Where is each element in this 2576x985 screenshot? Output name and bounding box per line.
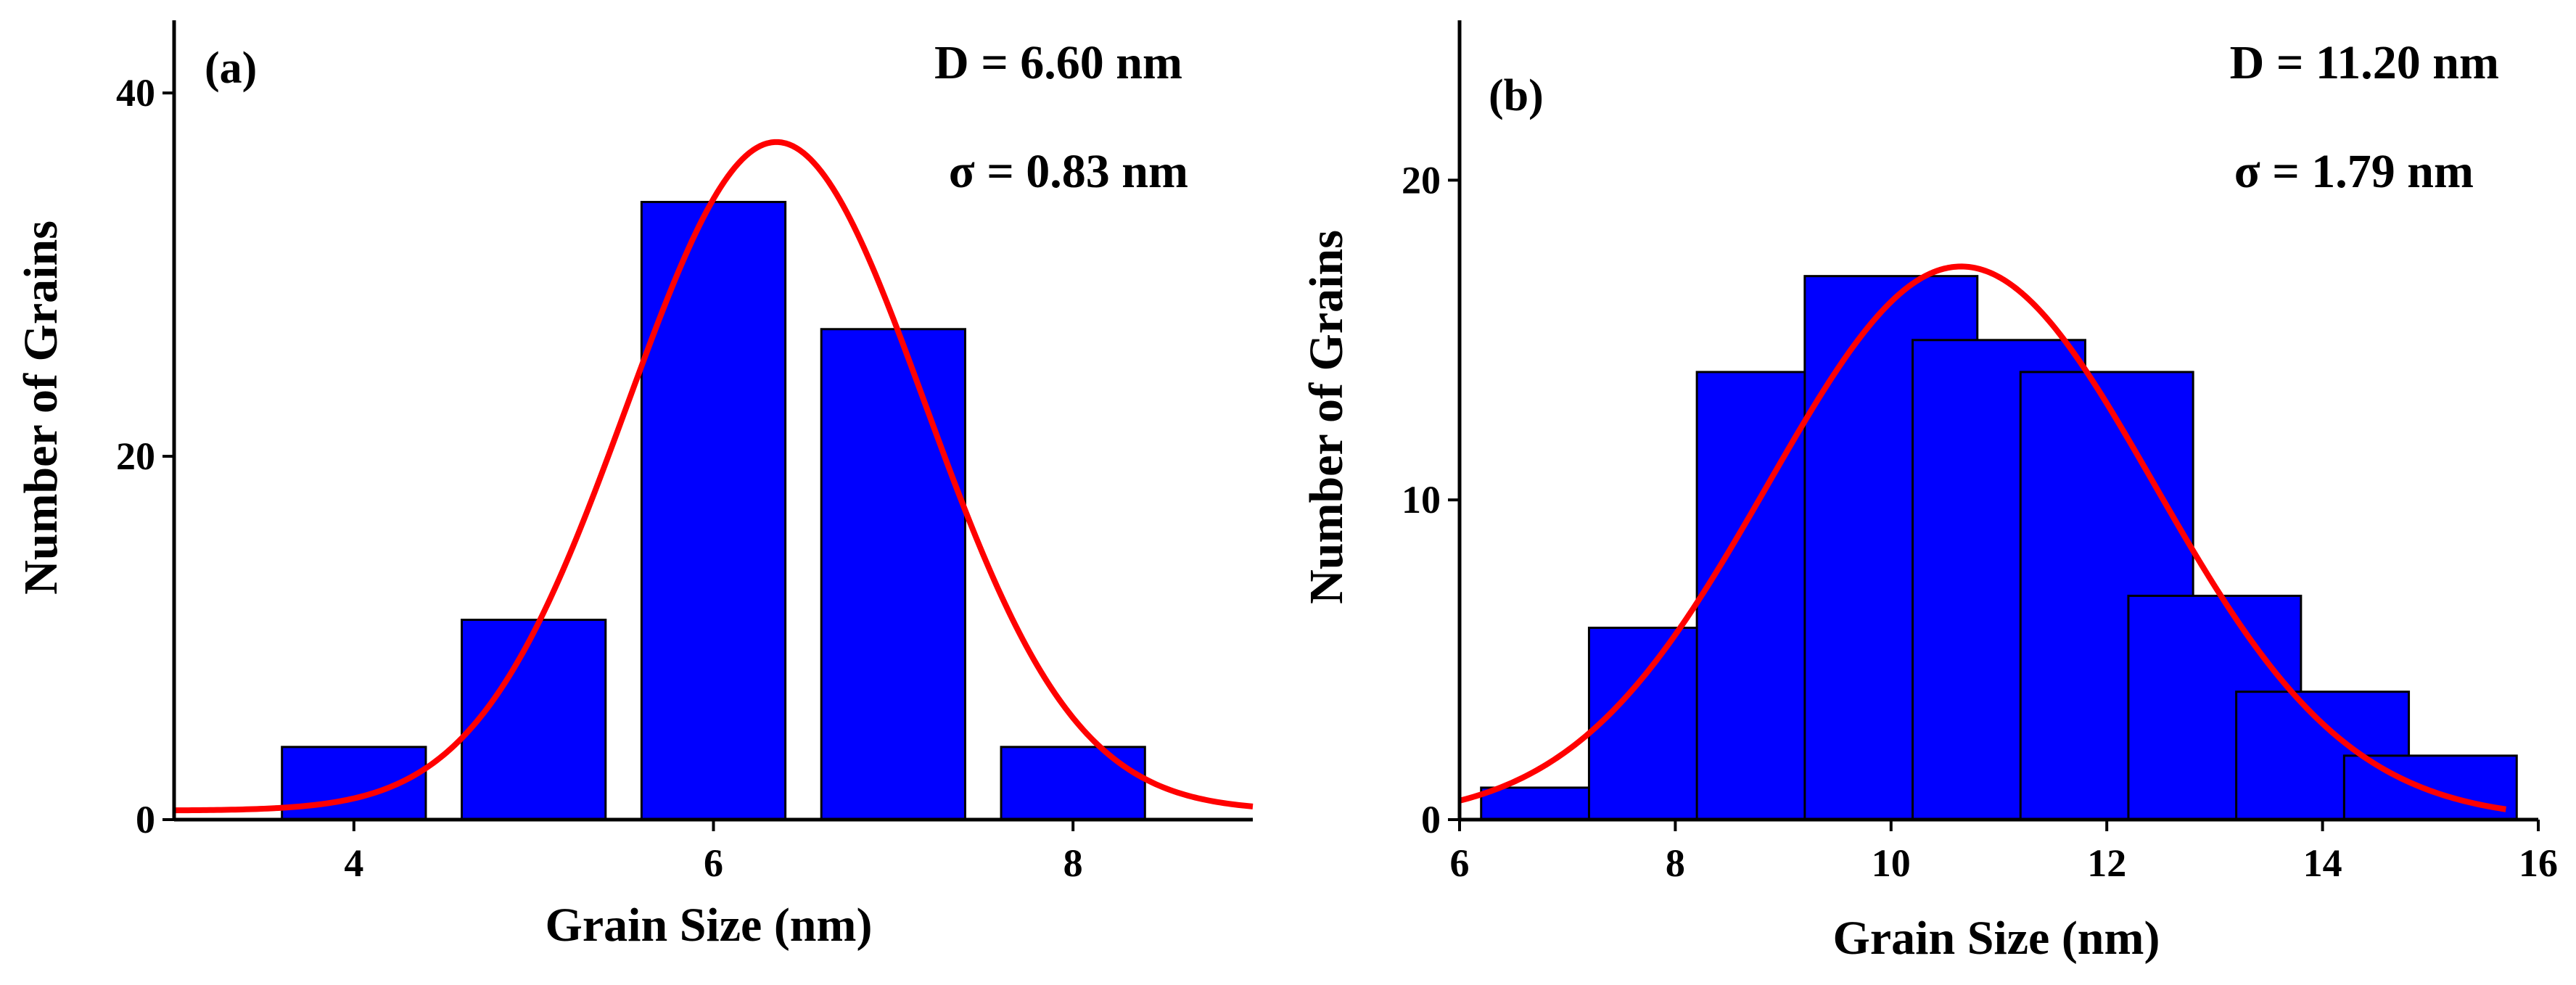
panel-b-bars xyxy=(1480,275,2518,821)
panel-a-y-tick-label-0: 0 xyxy=(136,798,155,841)
panel-a-sigma-annotation: σ = 0.83 nm xyxy=(949,145,1188,198)
panel-b-y-tick-label-0: 0 xyxy=(1421,798,1441,841)
panel-b-bar-15 xyxy=(2342,754,2518,821)
panel-b-ylabel: Number of Grains xyxy=(1300,230,1353,604)
panel-a-x-tick-label-6: 6 xyxy=(704,841,723,885)
panel-a-y-tick-label-20: 20 xyxy=(116,434,155,478)
panel-a-bars xyxy=(281,200,1146,821)
panel-a-bar-7 xyxy=(820,328,966,821)
panel-b-mean-annotation: D = 11.20 nm xyxy=(2230,36,2499,89)
panel-b-x-tick-label-16: 16 xyxy=(2519,841,2558,885)
panel-a-bar-5 xyxy=(461,619,607,821)
panel-b-sigma-annotation: σ = 1.79 nm xyxy=(2234,145,2474,198)
panel-b-xlabel: Grain Size (nm) xyxy=(1833,912,2160,965)
panel-b-y-tick-label-20: 20 xyxy=(1402,158,1441,202)
panel-a-ylabel: Number of Grains xyxy=(15,221,67,595)
panel-a-bar-6 xyxy=(640,200,787,821)
panel-b-x-tick-label-14: 14 xyxy=(2303,841,2342,885)
panel-a-xlabel: Grain Size (nm) xyxy=(546,899,873,952)
panel-a-gaussian-fit-curve xyxy=(173,139,1254,814)
panel-b-x-tick-label-6: 6 xyxy=(1450,841,1470,885)
panel-a-mean-annotation: D = 6.60 nm xyxy=(934,36,1182,89)
panel-b-x-tick-label-10: 10 xyxy=(1872,841,1911,885)
panel-a-y-tick-label-40: 40 xyxy=(116,71,155,115)
panel-b-x-tick-label-12: 12 xyxy=(2087,841,2126,885)
panel-b-label: (b) xyxy=(1489,71,1544,120)
panel-a-x-tick-label-8: 8 xyxy=(1063,841,1083,885)
chart-panel-b: Number of Grains Grain Size (nm) (b) D =… xyxy=(1300,20,2558,965)
chart-panel-a: Number of Grains Grain Size (nm) (a) D =… xyxy=(15,20,1254,952)
panel-a-x-tick-label-4: 4 xyxy=(344,841,363,885)
panel-b-x-tick-label-8: 8 xyxy=(1666,841,1685,885)
panel-b-y-tick-label-10: 10 xyxy=(1402,478,1441,522)
panel-b-gaussian-fit-curve xyxy=(1458,263,2507,812)
panel-a-label: (a) xyxy=(205,44,257,93)
panel-a-bar-8 xyxy=(1000,746,1146,821)
